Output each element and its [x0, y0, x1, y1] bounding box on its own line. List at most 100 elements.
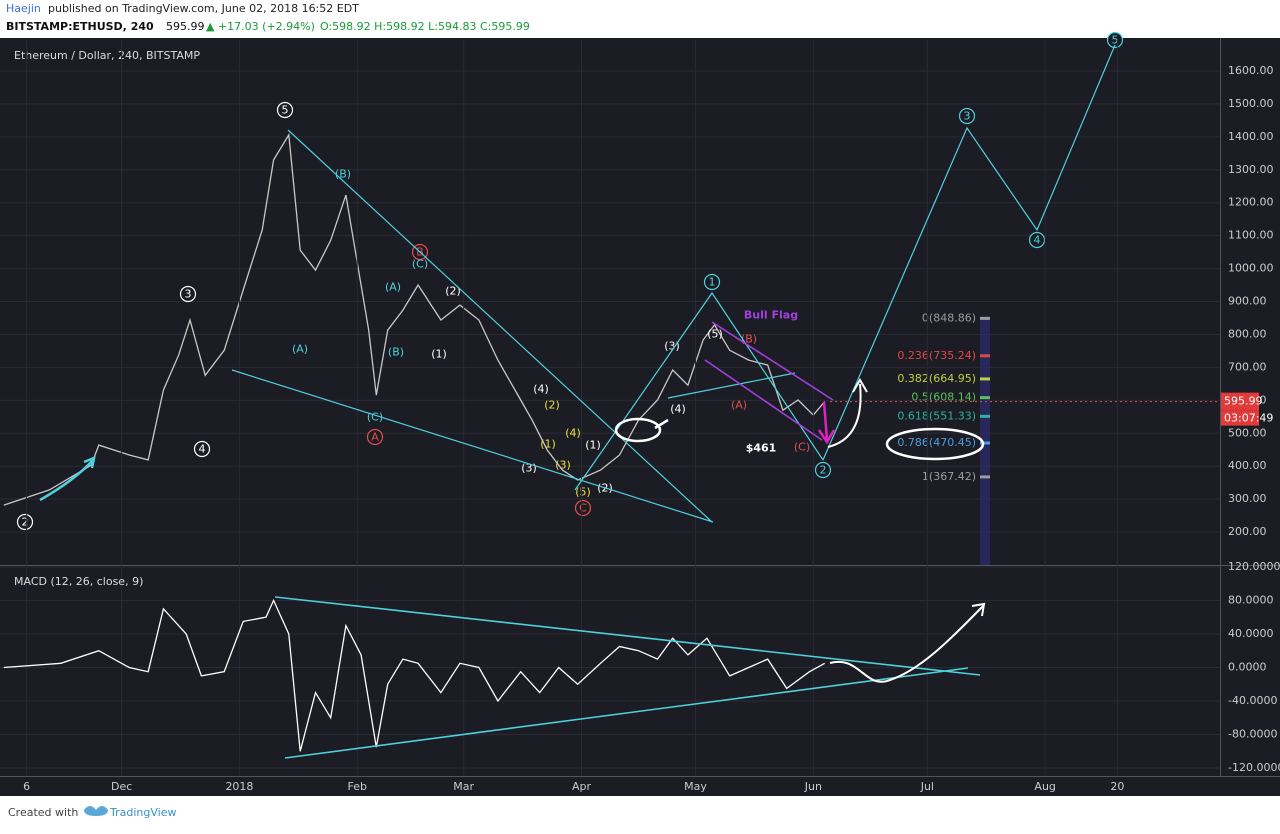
wave-label: C [579, 502, 587, 515]
footer-created: Created with [8, 806, 78, 819]
wave-label: (A) [385, 281, 401, 294]
x-tick-label: Jul [920, 780, 934, 793]
wave-label: (B) [335, 168, 351, 181]
wave-label: (3) [664, 340, 680, 353]
x-tick-label: May [684, 780, 707, 793]
bull-flag [704, 321, 834, 441]
breakout-ellipse [614, 417, 662, 443]
wave-label: 3 [185, 288, 192, 301]
x-tick-label: Jun [804, 780, 822, 793]
fib-label: 0.236(735.24) [897, 349, 976, 362]
countdown-tag [1221, 410, 1259, 426]
wave-circle [193, 440, 211, 458]
wave-label: (4) [565, 427, 581, 440]
target-ellipse [885, 427, 985, 461]
x-tick-label: Mar [453, 780, 474, 793]
wave-circle [958, 107, 976, 125]
x-tick-label: 20 [1110, 780, 1124, 793]
wave-label: (1) [585, 439, 601, 452]
wave-label: (5) [707, 328, 723, 341]
drawings [39, 44, 1116, 759]
wave-label: (C) [794, 441, 810, 454]
change: ▲ +17.03 (+2.94%) [206, 20, 315, 33]
author[interactable]: Haejin [6, 2, 41, 15]
wave-label: (B) [741, 333, 757, 346]
published: published on TradingView.com, June 02, 2… [48, 2, 359, 15]
y-tick-label: 200.00 [1228, 525, 1267, 538]
wave-label: $461 [746, 442, 777, 455]
wave-circle [366, 428, 384, 446]
y-tick-label: 1400.00 [1228, 130, 1274, 143]
wave-label: 2 [820, 464, 827, 477]
x-tick-label: 6 [23, 780, 30, 793]
flag-arrow [817, 401, 836, 445]
wave-circle [814, 461, 832, 479]
last: 595.99 [166, 20, 205, 33]
y-tick-label: 400.00 [1228, 459, 1267, 472]
macd-trendlines [274, 596, 981, 759]
wave-circle [16, 513, 34, 531]
series-line [3, 132, 826, 506]
wave-label: 5 [1112, 34, 1119, 47]
wave-label: (A) [292, 343, 308, 356]
fib-label: 0.618(551.33) [897, 409, 976, 422]
x-tick-label: Aug [1034, 780, 1055, 793]
wave-label: (A) [731, 399, 747, 412]
wave-label: (3) [555, 459, 571, 472]
fib-label: 0(848.86) [922, 311, 976, 324]
countdown: 03:07:49 [1224, 412, 1273, 425]
wave-label: Bull Flag [744, 309, 798, 322]
wave-label: (1) [431, 348, 447, 361]
series-line [3, 598, 826, 752]
y-tick-label: 1200.00 [1228, 196, 1274, 209]
wave-label: (B) [388, 346, 404, 359]
wave-circle [574, 499, 592, 517]
pane-title: Ethereum / Dollar, 240, BITSTAMP [14, 49, 200, 62]
y-tick-label: 300.00 [1228, 492, 1267, 505]
y-tick-label: 80.0000 [1228, 593, 1274, 606]
footer-brand[interactable]: TradingView [109, 806, 176, 819]
wave-circle [276, 101, 294, 119]
wave-label: (C) [412, 258, 428, 271]
fib-label: 0.786(470.45) [897, 436, 976, 449]
wave-label: 4 [199, 443, 206, 456]
wave-label: (1) [540, 438, 556, 451]
last-price-label: 595.99 [1224, 395, 1263, 408]
y-tick-label: 120.0000 [1228, 560, 1280, 573]
symbol: BITSTAMP:ETHUSD, 240 [6, 20, 154, 33]
macd-arrow [829, 602, 986, 683]
wave-circle [703, 273, 721, 291]
last-price-tag [1221, 392, 1259, 411]
wave-label: 4 [1034, 234, 1041, 247]
y-tick-label: 700.00 [1228, 360, 1267, 373]
y-tick-label: -80.0000 [1228, 728, 1277, 741]
wave-label: 1 [709, 276, 716, 289]
wave-label: (2) [544, 399, 560, 412]
fib-label: 1(367.42) [922, 470, 976, 483]
y-tick-label: 1600.00 [1228, 64, 1274, 77]
wave-label: (4) [533, 383, 549, 396]
ohlc: O:598.92 H:598.92 L:594.83 C:595.99 [320, 20, 530, 33]
x-tick-label: Feb [348, 780, 367, 793]
wave-circle [1028, 231, 1046, 249]
y-tick-label: 900.00 [1228, 295, 1267, 308]
y-tick-label: 0.0000 [1228, 660, 1267, 673]
fib-label: 0.382(664.95) [897, 372, 976, 385]
wave-label: 5 [282, 104, 289, 117]
up-arrow [827, 378, 868, 448]
y-tick-label: 800.00 [1228, 327, 1267, 340]
early-arrow [39, 455, 96, 502]
y-tick-label: 1300.00 [1228, 163, 1274, 176]
x-tick-label: Apr [572, 780, 592, 793]
y-tick-label: 500.00 [1228, 426, 1267, 439]
wave-circle [1106, 31, 1124, 49]
wave-circle [179, 285, 197, 303]
chart-bg [0, 38, 1280, 796]
trendlines [231, 44, 1116, 523]
pane-title: MACD (12, 26, close, 9) [14, 575, 143, 588]
wave-label: A [371, 431, 379, 444]
x-tick-label: Dec [111, 780, 132, 793]
y-tick-label: 40.0000 [1228, 627, 1274, 640]
tv-logo [84, 806, 108, 816]
wave-label: (4) [670, 403, 686, 416]
